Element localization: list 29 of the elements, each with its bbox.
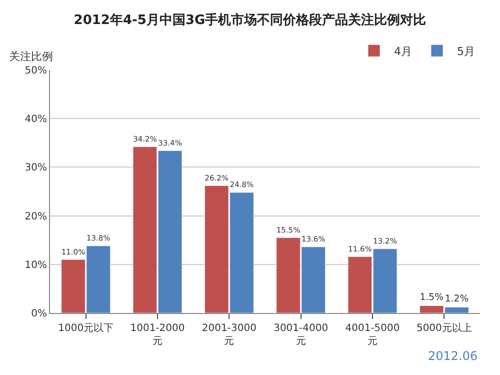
x-tick-label: 1000元以下 <box>58 322 114 334</box>
y-axis-title: 关注比例 <box>9 50 53 63</box>
data-label: 13.8% <box>86 234 110 243</box>
data-label: 13.6% <box>301 234 326 244</box>
y-tick-label: 30% <box>24 162 47 174</box>
y-tick-label: 50% <box>24 66 47 76</box>
x-tick-label: 5000元以上 <box>416 322 472 334</box>
data-label: 11.0% <box>61 247 86 256</box>
data-label: 1.5% <box>420 292 444 303</box>
y-tick-label: 10% <box>24 260 47 271</box>
x-tick-label: 4001-5000元 <box>345 323 400 347</box>
data-label: 24.8% <box>230 180 254 190</box>
data-label: 15.5% <box>276 225 300 234</box>
data-label: 33.4% <box>158 138 182 148</box>
chart-title: 2012年4-5月中国3G手机市场不同价格段产品关注比例对比 <box>74 12 426 28</box>
text: 2012.06 <box>428 349 478 363</box>
y-tick-label: 0% <box>31 308 47 320</box>
data-label: 26.2% <box>204 173 229 182</box>
legend-label: 5月 <box>457 44 475 58</box>
y-tick-label: 20% <box>24 211 47 222</box>
data-label: 34.2% <box>133 134 157 144</box>
data-label: 11.6% <box>348 244 372 254</box>
x-tick-label: 1001-2000元 <box>130 323 185 347</box>
y-tick-label: 40% <box>24 114 47 126</box>
legend-label: 4月 <box>394 44 412 58</box>
x-tick-label: 2001-3000元 <box>202 323 256 347</box>
data-label: 13.2% <box>373 236 397 246</box>
data-label: 1.2% <box>444 293 469 304</box>
x-tick-label: 3001-4000元 <box>274 323 328 347</box>
